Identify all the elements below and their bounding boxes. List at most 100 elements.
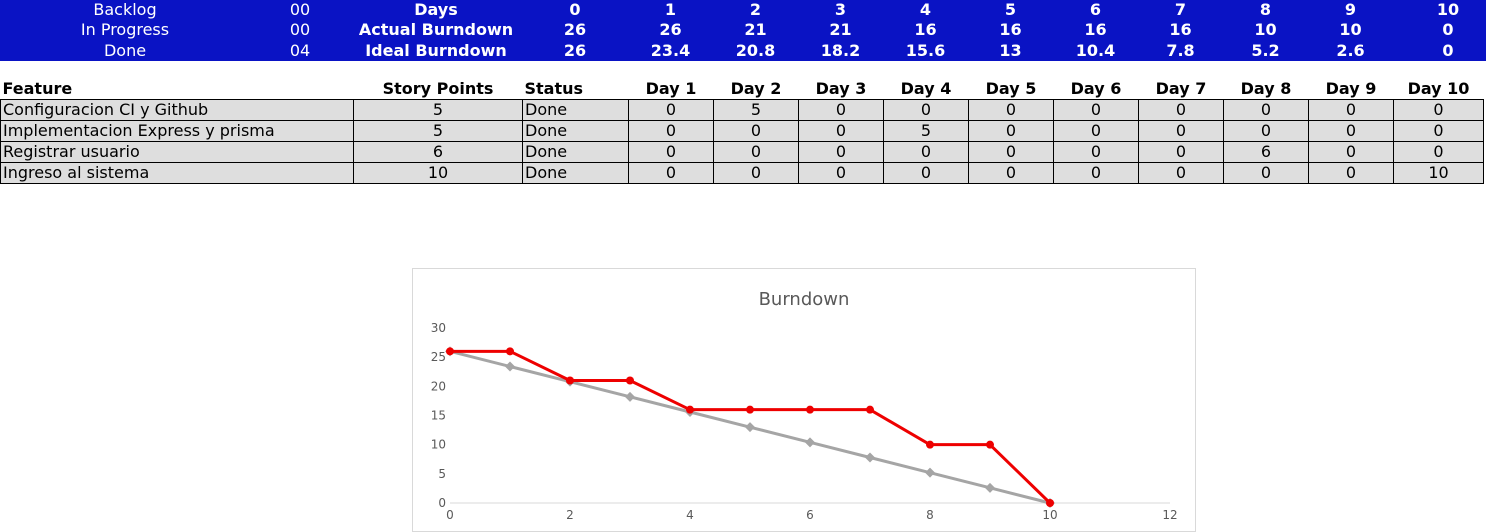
burndown-row-label[interactable]: Actual Burndown bbox=[358, 20, 514, 40]
column-header[interactable]: Day 10 bbox=[1407, 79, 1470, 98]
day-points-cell[interactable]: 0 bbox=[883, 141, 969, 163]
day-points-cell[interactable]: 0 bbox=[1053, 120, 1139, 142]
column-header[interactable]: Feature bbox=[2, 79, 73, 98]
day-points-cell[interactable]: 6 bbox=[1223, 141, 1309, 163]
day-points-cell[interactable]: 0 bbox=[798, 141, 884, 163]
column-header[interactable]: Day 2 bbox=[730, 79, 782, 98]
burndown-value-cell[interactable]: 3 bbox=[834, 0, 847, 20]
burndown-value-cell[interactable]: 16 bbox=[914, 20, 937, 40]
burndown-value-cell[interactable]: 9 bbox=[1344, 0, 1357, 20]
day-points-cell[interactable]: 10 bbox=[1393, 162, 1484, 184]
burndown-value-cell[interactable]: 26 bbox=[563, 20, 587, 40]
burndown-value-cell[interactable]: 6 bbox=[1089, 0, 1102, 20]
burndown-value-cell[interactable]: 1 bbox=[664, 0, 677, 20]
column-header[interactable]: Day 1 bbox=[645, 79, 697, 98]
burndown-value-cell[interactable]: 8 bbox=[1259, 0, 1272, 20]
day-points-cell[interactable]: 0 bbox=[968, 99, 1054, 121]
day-points-cell[interactable]: 0 bbox=[1223, 120, 1309, 142]
burndown-value-cell[interactable]: 10 bbox=[1339, 20, 1362, 40]
burndown-value-cell[interactable]: 4 bbox=[919, 0, 932, 20]
day-points-cell[interactable]: 0 bbox=[1393, 99, 1484, 121]
feature-name-cell[interactable]: Configuracion CI y Github bbox=[0, 99, 354, 121]
status-count-cell[interactable]: 00 bbox=[289, 0, 311, 20]
column-header[interactable]: Day 6 bbox=[1070, 79, 1122, 98]
burndown-value-cell[interactable]: 10 bbox=[1436, 0, 1460, 20]
burndown-value-cell[interactable]: 5 bbox=[1004, 0, 1017, 20]
burndown-value-cell[interactable]: 16 bbox=[1169, 20, 1192, 40]
column-header[interactable]: Day 5 bbox=[985, 79, 1037, 98]
day-points-cell[interactable]: 0 bbox=[1223, 162, 1309, 184]
day-points-cell[interactable]: 0 bbox=[1138, 99, 1224, 121]
column-header[interactable]: Day 9 bbox=[1325, 79, 1377, 98]
day-points-cell[interactable]: 0 bbox=[968, 141, 1054, 163]
burndown-value-cell[interactable]: 21 bbox=[744, 20, 767, 40]
day-points-cell[interactable]: 0 bbox=[713, 162, 799, 184]
day-points-cell[interactable]: 0 bbox=[1053, 99, 1139, 121]
day-points-cell[interactable]: 0 bbox=[883, 162, 969, 184]
burndown-value-cell[interactable]: 26 bbox=[659, 20, 682, 40]
feature-name-cell[interactable]: Ingreso al sistema bbox=[0, 162, 354, 184]
day-points-cell[interactable]: 0 bbox=[628, 162, 714, 184]
day-points-cell[interactable]: 0 bbox=[1138, 120, 1224, 142]
status-label-cell[interactable]: Backlog bbox=[93, 0, 157, 20]
day-points-cell[interactable]: 5 bbox=[883, 120, 969, 142]
burndown-value-cell[interactable]: 21 bbox=[829, 20, 852, 40]
status-cell[interactable]: Done bbox=[522, 120, 629, 142]
day-points-cell[interactable]: 0 bbox=[1223, 99, 1309, 121]
status-cell[interactable]: Done bbox=[522, 162, 629, 184]
burndown-value-cell[interactable]: 7.8 bbox=[1166, 40, 1195, 60]
burndown-value-cell[interactable]: 16 bbox=[999, 20, 1022, 40]
burndown-value-cell[interactable]: 23.4 bbox=[650, 40, 691, 60]
day-points-cell[interactable]: 0 bbox=[1308, 120, 1394, 142]
day-points-cell[interactable]: 0 bbox=[1138, 162, 1224, 184]
feature-name-cell[interactable]: Implementacion Express y prisma bbox=[0, 120, 354, 142]
status-label-cell[interactable]: Done bbox=[103, 40, 147, 60]
burndown-row-label[interactable]: Days bbox=[414, 0, 458, 20]
day-points-cell[interactable]: 0 bbox=[628, 99, 714, 121]
day-points-cell[interactable]: 0 bbox=[628, 141, 714, 163]
day-points-cell[interactable]: 0 bbox=[1308, 99, 1394, 121]
day-points-cell[interactable]: 0 bbox=[1393, 141, 1484, 163]
burndown-value-cell[interactable]: 5.2 bbox=[1251, 40, 1280, 60]
column-header[interactable]: Day 8 bbox=[1240, 79, 1292, 98]
column-header[interactable]: Day 7 bbox=[1155, 79, 1207, 98]
burndown-value-cell[interactable]: 2 bbox=[749, 0, 762, 20]
burndown-value-cell[interactable]: 13 bbox=[999, 40, 1022, 60]
status-label-cell[interactable]: In Progress bbox=[80, 20, 170, 40]
burndown-chart[interactable]: Burndown 0 5 10 15 20 25 30 0 2 4 6 8 10 12 bbox=[412, 268, 1196, 532]
story-points-cell[interactable]: 5 bbox=[353, 99, 523, 121]
story-points-cell[interactable]: 10 bbox=[353, 162, 523, 184]
column-header[interactable]: Day 3 bbox=[815, 79, 867, 98]
burndown-value-cell[interactable]: 15.6 bbox=[905, 40, 946, 60]
day-points-cell[interactable]: 0 bbox=[798, 162, 884, 184]
day-points-cell[interactable]: 0 bbox=[798, 120, 884, 142]
day-points-cell[interactable]: 5 bbox=[713, 99, 799, 121]
day-points-cell[interactable]: 0 bbox=[713, 141, 799, 163]
burndown-value-cell[interactable]: 2.6 bbox=[1336, 40, 1365, 60]
burndown-value-cell[interactable]: 0 bbox=[1442, 40, 1454, 60]
day-points-cell[interactable]: 0 bbox=[798, 99, 884, 121]
burndown-row-label[interactable]: Ideal Burndown bbox=[365, 40, 507, 60]
burndown-value-cell[interactable]: 10.4 bbox=[1075, 40, 1116, 60]
burndown-value-cell[interactable]: 18.2 bbox=[820, 40, 861, 60]
burndown-value-cell[interactable]: 0 bbox=[569, 0, 581, 20]
story-points-cell[interactable]: 6 bbox=[353, 141, 523, 163]
day-points-cell[interactable]: 0 bbox=[1308, 162, 1394, 184]
burndown-value-cell[interactable]: 20.8 bbox=[735, 40, 776, 60]
column-header[interactable]: Story Points bbox=[382, 79, 494, 98]
story-points-cell[interactable]: 5 bbox=[353, 120, 523, 142]
day-points-cell[interactable]: 0 bbox=[883, 99, 969, 121]
status-count-cell[interactable]: 04 bbox=[289, 40, 311, 60]
day-points-cell[interactable]: 0 bbox=[1393, 120, 1484, 142]
status-cell[interactable]: Done bbox=[522, 99, 629, 121]
day-points-cell[interactable]: 0 bbox=[1308, 141, 1394, 163]
day-points-cell[interactable]: 0 bbox=[1053, 162, 1139, 184]
column-header[interactable]: Day 4 bbox=[900, 79, 952, 98]
feature-name-cell[interactable]: Registrar usuario bbox=[0, 141, 354, 163]
day-points-cell[interactable]: 0 bbox=[968, 162, 1054, 184]
burndown-value-cell[interactable]: 7 bbox=[1174, 0, 1187, 20]
day-points-cell[interactable]: 0 bbox=[1053, 141, 1139, 163]
burndown-value-cell[interactable]: 26 bbox=[563, 40, 587, 60]
day-points-cell[interactable]: 0 bbox=[713, 120, 799, 142]
day-points-cell[interactable]: 0 bbox=[628, 120, 714, 142]
